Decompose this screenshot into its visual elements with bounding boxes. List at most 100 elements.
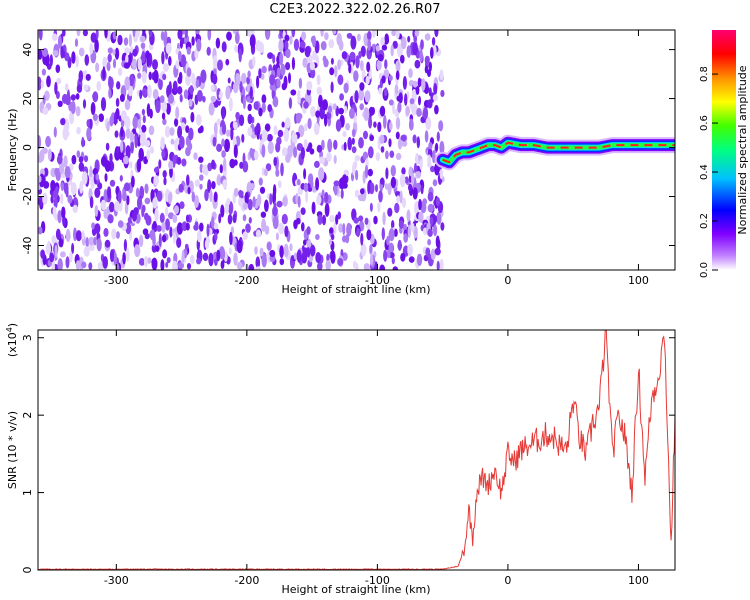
noise-speck [211, 181, 216, 190]
noise-speck [414, 30, 420, 37]
noise-speck [376, 59, 382, 71]
noise-speck [364, 164, 369, 179]
noise-speck [177, 30, 183, 40]
noise-speck [293, 38, 300, 51]
noise-speck [137, 118, 142, 130]
noise-speck [63, 155, 68, 168]
noise-speck [254, 246, 258, 255]
noise-speck [111, 228, 117, 240]
noise-speck [386, 235, 390, 246]
noise-speck [425, 247, 431, 257]
noise-speck [396, 43, 403, 58]
noise-speck [194, 48, 199, 59]
noise-speck [298, 77, 303, 89]
noise-speck [206, 223, 210, 237]
noise-speck [144, 183, 149, 194]
noise-speck [56, 77, 62, 85]
noise-speck [428, 253, 432, 266]
noise-speck [246, 82, 250, 94]
noise-speck [141, 206, 145, 218]
noise-speck [343, 82, 349, 94]
noise-speck [392, 266, 399, 270]
snr-plot-area [38, 330, 675, 570]
noise-speck [174, 118, 179, 127]
noise-speck [370, 252, 374, 266]
noise-speck [387, 183, 392, 196]
noise-speck [398, 220, 404, 229]
noise-speck [88, 236, 95, 246]
noise-speck [65, 228, 71, 243]
noise-speck [309, 148, 315, 155]
noise-speck [389, 121, 393, 131]
x-tick-label: 0 [504, 274, 511, 287]
noise-speck [70, 100, 76, 115]
noise-speck [311, 201, 316, 215]
noise-speck [420, 184, 424, 195]
noise-speck [326, 253, 330, 263]
noise-speck [172, 80, 178, 93]
noise-speck [179, 201, 185, 210]
noise-speck [427, 154, 432, 165]
noise-speck [95, 173, 99, 181]
noise-speck [266, 241, 272, 251]
noise-speck [330, 233, 335, 241]
noise-speck [71, 242, 75, 255]
noise-speck [221, 150, 226, 158]
noise-speck [379, 105, 386, 117]
noise-speck [365, 75, 370, 85]
noise-speck [38, 49, 43, 60]
noise-speck [281, 147, 288, 157]
noise-speck [259, 247, 264, 257]
noise-speck [291, 30, 296, 38]
noise-speck [323, 113, 328, 127]
noise-speck [326, 152, 332, 162]
noise-speck [209, 189, 213, 203]
noise-speck [82, 99, 87, 109]
noise-speck [438, 120, 444, 132]
noise-speck [140, 42, 146, 49]
noise-speck [229, 231, 233, 245]
noise-speck [96, 238, 102, 252]
noise-speck [342, 223, 346, 236]
noise-speck [90, 32, 97, 43]
noise-speck [264, 123, 271, 132]
noise-speck [242, 95, 246, 110]
noise-speck [367, 168, 373, 177]
noise-speck [334, 65, 338, 78]
noise-speck [264, 199, 269, 212]
noise-speck [427, 191, 434, 202]
noise-speck [414, 201, 420, 215]
noise-speck [65, 187, 69, 198]
noise-speck [211, 159, 216, 170]
noise-speck [344, 105, 348, 114]
noise-speck [139, 134, 146, 147]
noise-speck [47, 148, 52, 161]
noise-speck [326, 111, 332, 120]
noise-speck [60, 251, 66, 258]
noise-speck [261, 94, 267, 104]
noise-speck [320, 41, 327, 51]
noise-speck [261, 144, 266, 158]
noise-speck [434, 30, 439, 38]
noise-speck [391, 30, 397, 37]
noise-speck [179, 94, 183, 103]
noise-speck [395, 70, 400, 80]
noise-speck [395, 152, 402, 161]
noise-speck [92, 113, 98, 122]
noise-speck [276, 78, 281, 89]
noise-speck [122, 192, 127, 202]
noise-speck [196, 38, 202, 52]
noise-speck [363, 107, 370, 121]
noise-speck [161, 51, 165, 65]
noise-speck [54, 167, 58, 176]
noise-speck [132, 128, 137, 135]
noise-speck [83, 155, 89, 163]
noise-speck [379, 178, 385, 185]
noise-speck [277, 129, 284, 138]
noise-speck [247, 126, 253, 137]
noise-speck [380, 146, 385, 153]
noise-speck [46, 75, 51, 88]
noise-speck [75, 93, 80, 100]
noise-speck [402, 223, 407, 232]
noise-speck [358, 51, 362, 59]
